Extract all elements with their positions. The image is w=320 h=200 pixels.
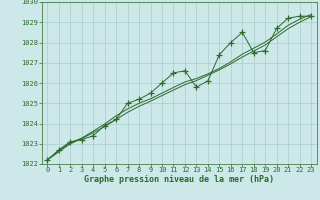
- X-axis label: Graphe pression niveau de la mer (hPa): Graphe pression niveau de la mer (hPa): [84, 175, 274, 184]
